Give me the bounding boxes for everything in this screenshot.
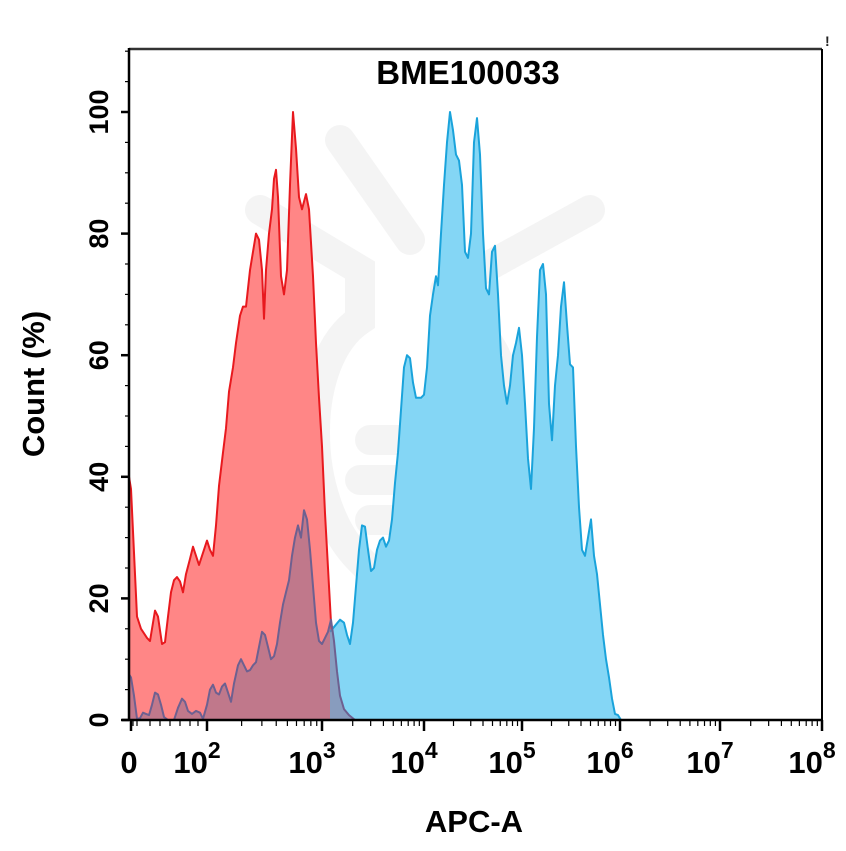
y-tick-label: 100 <box>84 89 114 134</box>
y-tick-label: 0 <box>84 712 114 727</box>
y-tick-label: 80 <box>84 219 114 249</box>
series-2 <box>128 509 356 721</box>
series-line <box>128 509 356 721</box>
x-tick-label: 107 <box>686 737 733 780</box>
plot-frame <box>122 47 823 722</box>
series-line <box>329 111 622 721</box>
y-tick-label: 40 <box>84 462 114 492</box>
x-axis-ticks: 0 102 103 104 105 106 107 108 <box>120 720 836 780</box>
x-tick-label: 106 <box>586 737 633 780</box>
series-fill <box>330 112 621 720</box>
x-axis-label: APC-A <box>425 804 523 839</box>
series-fill <box>129 510 355 720</box>
series-line <box>128 111 361 721</box>
histogram-series <box>128 111 622 721</box>
x-tick-label: 103 <box>288 737 335 780</box>
y-tick-label: 20 <box>84 583 114 613</box>
y-tick-label: 60 <box>84 340 114 370</box>
series-1 <box>329 111 622 721</box>
x-tick-label: 0 <box>120 745 137 780</box>
x-tick-label: 108 <box>788 737 835 780</box>
x-tick-label: 104 <box>390 737 437 780</box>
corner-mark: ! <box>825 33 830 49</box>
x-tick-label: 105 <box>488 737 535 780</box>
x-tick-label: 102 <box>173 737 220 780</box>
y-axis-ticks: 0 20 40 60 80 100 <box>84 50 129 728</box>
y-axis-label: Count (%) <box>16 311 51 457</box>
chart-title: BME100033 <box>376 54 559 91</box>
